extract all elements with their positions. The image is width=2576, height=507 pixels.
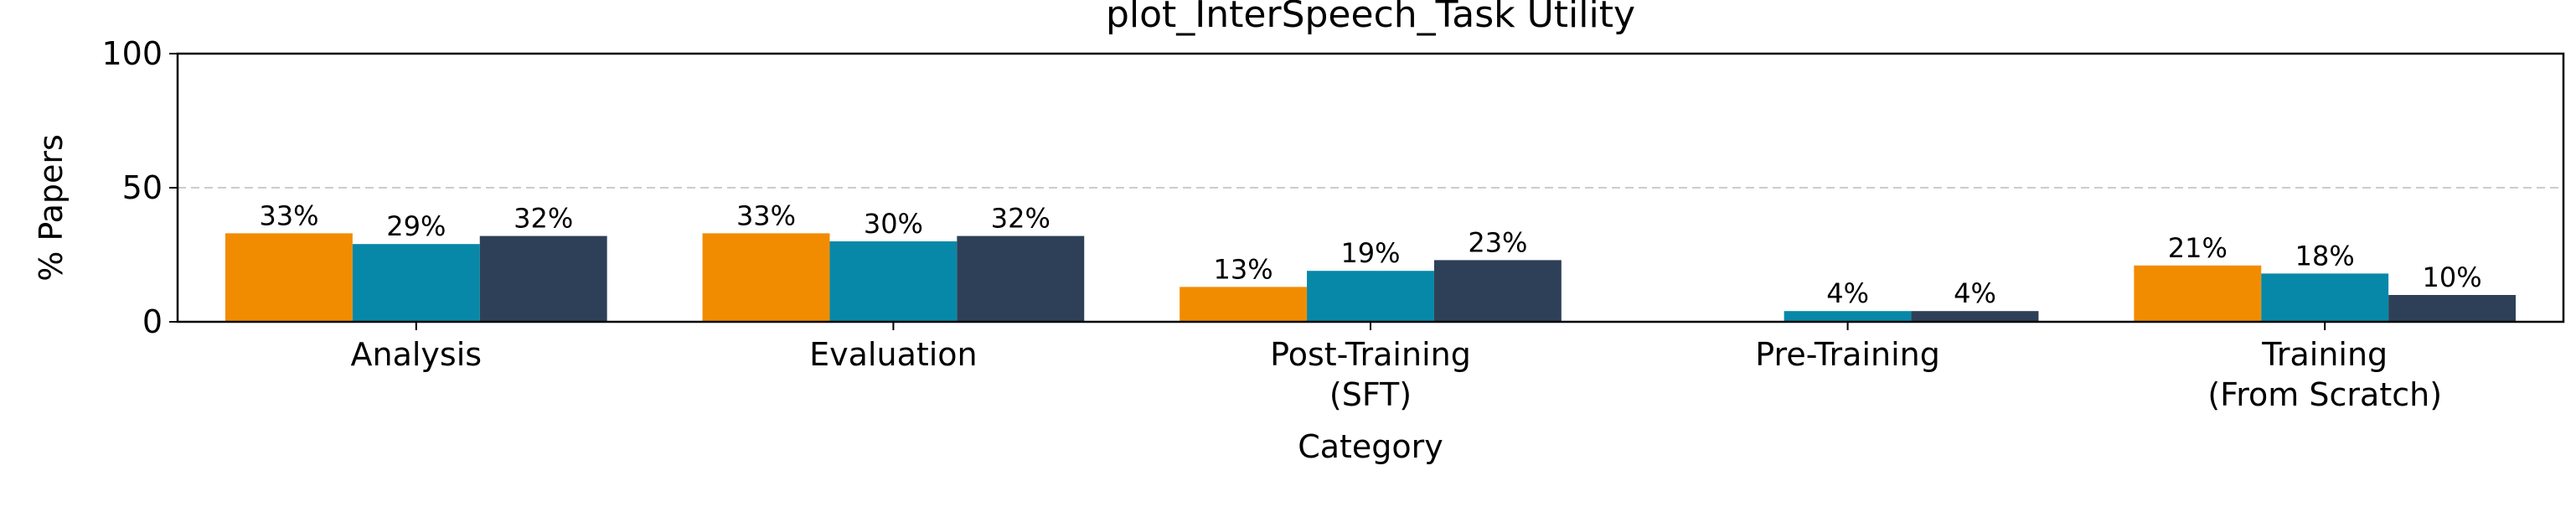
bars-layer <box>225 233 2517 322</box>
x-tick-label: Analysis <box>351 336 483 373</box>
bar-value-label: 13% <box>1214 253 1273 285</box>
bar-value-label: 30% <box>864 208 923 240</box>
y-tick-label: 100 <box>101 35 163 72</box>
bar <box>1180 287 1308 322</box>
bar-value-label: 21% <box>2168 232 2228 264</box>
bar-value-label: 4% <box>1826 277 1869 309</box>
bar <box>957 235 1085 322</box>
x-tick-label: (From Scratch) <box>2207 376 2442 413</box>
bar <box>225 233 353 322</box>
x-axis-label: Category <box>1298 428 1443 465</box>
bar <box>2388 295 2517 322</box>
bar-value-label: 33% <box>736 199 796 231</box>
bar-value-label: 32% <box>514 203 573 235</box>
bar <box>1433 260 1562 322</box>
x-tick-label: Training <box>2261 336 2388 373</box>
bar-value-label: 10% <box>2423 261 2482 293</box>
data-labels-layer: 33% 29% 32% 33% 30% 32% 13% 19% 23% 4% 4% 21% 18% 10% <box>259 199 2481 309</box>
x-tick-label: Evaluation <box>809 336 978 373</box>
y-axis-label: % Papers <box>33 134 70 282</box>
bar-value-label: 19% <box>1340 237 1400 269</box>
x-tick-label: Pre-Training <box>1755 336 1940 373</box>
bar <box>1784 311 1912 322</box>
bar-value-label: 32% <box>991 203 1051 235</box>
bar <box>829 241 958 322</box>
bar-value-label: 33% <box>259 199 318 231</box>
x-tick-label: (SFT) <box>1329 376 1412 413</box>
bar-value-label: 18% <box>2295 240 2355 272</box>
bar <box>2134 265 2262 322</box>
bar <box>1911 311 2039 322</box>
chart-title: plot_InterSpeech_Task Utility <box>1106 0 1635 36</box>
y-tick-label: 50 <box>122 169 163 206</box>
bar-value-label: 29% <box>386 210 446 242</box>
bar <box>2261 273 2389 322</box>
plot-frame <box>176 52 2565 323</box>
bar <box>702 233 830 322</box>
x-tick-label: Post-Training <box>1270 336 1471 373</box>
bar <box>1307 271 1434 322</box>
bar <box>352 244 480 322</box>
bar-value-label: 23% <box>1468 226 1527 258</box>
y-tick-label: 0 <box>142 303 163 340</box>
bar-value-label: 4% <box>1954 277 1996 309</box>
axes-layer: Analysis Evaluation Post-Training(SFT) Pre-… <box>101 35 2565 413</box>
bar <box>479 235 607 322</box>
